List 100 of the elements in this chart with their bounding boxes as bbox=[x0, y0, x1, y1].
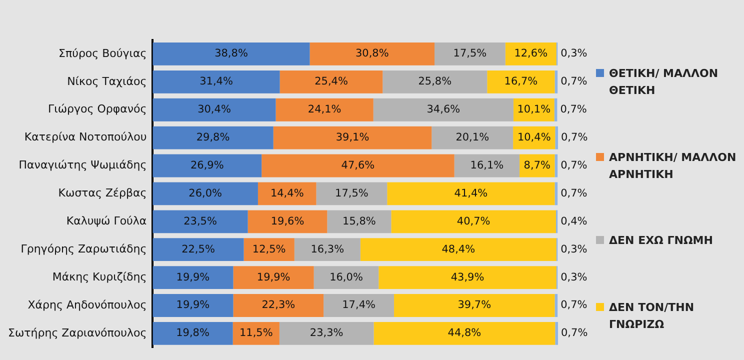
data-label: 17,5% bbox=[453, 48, 487, 60]
data-label: 25,8% bbox=[418, 76, 452, 88]
data-label: 34,6% bbox=[426, 104, 460, 116]
data-label: 19,6% bbox=[270, 215, 304, 228]
bar bbox=[310, 42, 435, 66]
data-label: 22,5% bbox=[182, 243, 215, 256]
bar bbox=[314, 266, 379, 289]
data-label: 0,3% bbox=[560, 48, 588, 60]
legend-label: ΔΕΝ ΕΧΩ ΓΝΩΜΗ bbox=[609, 233, 713, 250]
bar bbox=[273, 126, 432, 150]
bar bbox=[391, 210, 556, 234]
data-label: 19,8% bbox=[176, 327, 210, 340]
data-label: 48,4% bbox=[442, 243, 476, 256]
bar bbox=[152, 98, 276, 122]
data-label: 17,4% bbox=[342, 299, 376, 312]
bar bbox=[378, 266, 556, 289]
y-tick-label: Παναγιώτης Ψωμιάδης bbox=[18, 158, 147, 172]
bar bbox=[374, 322, 556, 345]
bar bbox=[152, 126, 274, 150]
bar bbox=[152, 70, 280, 94]
data-label: 26,0% bbox=[188, 187, 222, 200]
bar bbox=[394, 294, 555, 317]
bar bbox=[382, 70, 488, 94]
bar bbox=[248, 210, 328, 234]
data-label: 30,8% bbox=[355, 48, 389, 60]
legend-label: ΔΕΝ ΤΟΝ/ΤΗΝ ΓΝΩΡΙΖΩ bbox=[609, 300, 696, 334]
data-label: 22,3% bbox=[262, 299, 296, 312]
bar bbox=[152, 266, 234, 289]
bar bbox=[152, 294, 234, 317]
bar bbox=[487, 70, 555, 94]
data-label: 0,7% bbox=[560, 299, 588, 312]
bar bbox=[279, 322, 374, 345]
y-tick-label: Κωστας Ζέρβας bbox=[58, 186, 147, 200]
bar bbox=[324, 294, 394, 317]
bar bbox=[373, 98, 514, 122]
data-label: 16,7% bbox=[504, 76, 538, 88]
bar bbox=[276, 98, 374, 122]
data-label: 26,9% bbox=[190, 159, 224, 172]
bar bbox=[434, 42, 506, 66]
data-label: 16,3% bbox=[310, 243, 344, 256]
data-label: 38,8% bbox=[214, 48, 248, 60]
data-label: 39,1% bbox=[336, 132, 370, 144]
data-label: 47,6% bbox=[341, 159, 375, 172]
data-label: 15,8% bbox=[342, 215, 376, 228]
bar bbox=[454, 154, 520, 178]
data-label: 0,3% bbox=[560, 243, 588, 256]
bar bbox=[258, 182, 316, 206]
bar bbox=[152, 210, 248, 234]
data-label: 29,8% bbox=[196, 132, 230, 144]
data-label: 16,0% bbox=[330, 271, 363, 284]
data-label: 12,5% bbox=[252, 243, 286, 256]
bar bbox=[244, 238, 294, 262]
data-label: 19,9% bbox=[176, 271, 210, 284]
data-label: 10,1% bbox=[517, 104, 551, 116]
legend-label: ΑΡΝΗΤΙΚΗ/ ΜΑΛΛΟΝ ΑΡΝΗΤΙΚΗ bbox=[609, 150, 738, 183]
legend-label: ΘΕΤΙΚΗ/ ΜΑΛΛΟΝ ΘΕΤΙΚΗ bbox=[609, 66, 720, 99]
bar bbox=[327, 210, 392, 234]
data-label: 20,1% bbox=[456, 132, 490, 144]
y-tick-label: Χάρης Αηδονόπουλος bbox=[28, 298, 147, 312]
data-label: 12,6% bbox=[514, 48, 548, 60]
data-label: 25,4% bbox=[314, 76, 348, 88]
data-label: 44,8% bbox=[448, 327, 482, 340]
bar bbox=[262, 154, 454, 178]
bar bbox=[233, 266, 314, 289]
data-label: 0,7% bbox=[560, 187, 588, 200]
bar bbox=[294, 238, 360, 262]
data-label: 0,7% bbox=[560, 104, 587, 116]
data-label: 30,4% bbox=[198, 104, 231, 116]
data-label: 10,4% bbox=[517, 132, 551, 144]
data-label: 17,5% bbox=[335, 187, 368, 200]
y-tick-label: Νίκος Ταχιάος bbox=[67, 74, 147, 88]
bar bbox=[232, 322, 280, 345]
bar bbox=[152, 238, 244, 262]
y-tick-label: Γιώργος Ορφανός bbox=[48, 102, 147, 116]
bar bbox=[555, 322, 558, 345]
data-label: 23,5% bbox=[184, 215, 217, 228]
data-label: 0,7% bbox=[561, 327, 588, 340]
data-label: 23,3% bbox=[310, 327, 344, 340]
y-tick-label: Γρηγόρης Ζαρωτιάδης bbox=[20, 242, 147, 256]
bar bbox=[555, 126, 558, 150]
bar bbox=[280, 70, 383, 94]
bar bbox=[316, 182, 388, 206]
y-tick-label: Σωτήρης Ζαριανόπουλος bbox=[8, 326, 147, 340]
bar bbox=[505, 42, 556, 66]
bar bbox=[233, 294, 324, 317]
data-label: 14,4% bbox=[270, 187, 304, 200]
data-label: 41,4% bbox=[454, 187, 488, 200]
y-tick-label: Σπύρος Βούγιας bbox=[58, 46, 147, 60]
data-label: 0,7% bbox=[561, 132, 588, 144]
bar bbox=[387, 182, 555, 206]
data-label: 19,9% bbox=[176, 299, 210, 312]
data-label: 8,7% bbox=[524, 159, 550, 172]
data-label: 40,7% bbox=[456, 215, 490, 228]
bar bbox=[152, 154, 262, 178]
y-tick-label: Κατερίνα Νοτοπούλου bbox=[24, 130, 147, 144]
data-label: 11,5% bbox=[239, 327, 273, 340]
bar bbox=[152, 182, 258, 206]
y-tick-label: Καλυψώ Γούλα bbox=[66, 214, 147, 228]
data-label: 0,7% bbox=[560, 76, 588, 88]
data-label: 43,9% bbox=[450, 271, 484, 284]
